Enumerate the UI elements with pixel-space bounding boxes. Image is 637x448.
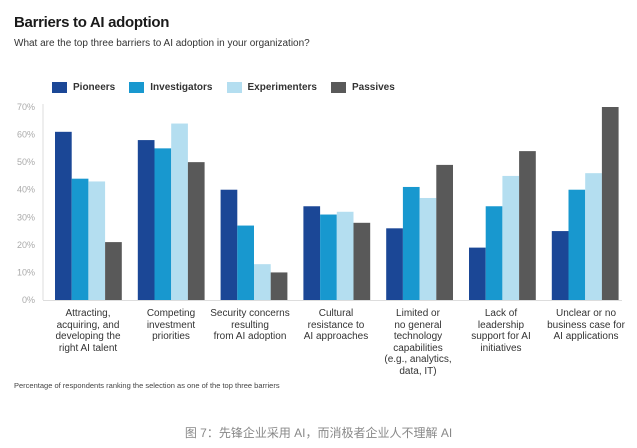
legend-label: Passives (351, 82, 395, 93)
bar-investigators (402, 186, 420, 300)
legend-item-passives: Passives (330, 82, 395, 93)
category-label: Cultural resistance to AI approaches (303, 308, 369, 342)
y-tick-label: 10% (17, 267, 35, 277)
y-tick-label: 60% (17, 130, 35, 140)
bar-experimenters (254, 264, 271, 300)
bar-investigators (320, 214, 337, 300)
y-tick-label: 40% (17, 185, 35, 195)
legend-label: Experimenters (247, 82, 317, 93)
chart-subtitle: What are the top three barriers to AI ad… (14, 38, 310, 49)
legend-label: Pioneers (73, 82, 116, 93)
y-tick-label: 30% (17, 212, 35, 222)
category-label: Lack of leadership support for AI initia… (471, 308, 531, 354)
bar-pioneers (551, 231, 569, 300)
chart-title: Barriers to AI adoption (14, 14, 170, 31)
bar-pioneers (386, 228, 403, 300)
bar-passives (187, 162, 205, 300)
legend-label: Investigators (150, 82, 213, 93)
legend-item-investigators: Investigators (129, 82, 213, 93)
bar-experimenters (502, 175, 520, 300)
figure-caption: 图 7：先锋企业采用 AI，而消极者企业人不理解 AI (184, 426, 453, 440)
bar-experimenters (419, 197, 437, 300)
y-tick-label: 0% (22, 295, 35, 305)
legend-swatch (129, 82, 145, 93)
bar-passives (519, 151, 536, 300)
bar-experimenters (585, 173, 602, 300)
bar-investigators (154, 148, 172, 300)
y-tick-label: 70% (17, 102, 35, 112)
category-label: Competing investment priorities (146, 308, 196, 342)
y-tick-label: 50% (17, 157, 35, 167)
bar-experimenters (88, 181, 106, 300)
bar-passives (601, 107, 619, 300)
bar-investigators (71, 178, 89, 300)
bar-pioneers (303, 206, 321, 300)
legend-swatch (52, 82, 67, 93)
legend-item-experimenters: Experimenters (226, 82, 317, 93)
footnote: Percentage of respondents ranking the se… (14, 381, 280, 390)
legend-item-pioneers: Pioneers (52, 82, 115, 93)
category-label: Limited or no general technology capabil… (384, 308, 452, 377)
bar-passives (105, 242, 122, 300)
category-label: Security concerns resulting from AI adop… (210, 308, 290, 342)
bar-passives (436, 164, 453, 300)
legend: Pioneers Investigators Experimenters Pas… (52, 82, 395, 93)
bar-investigators (485, 206, 503, 300)
bar-experimenters (336, 211, 354, 300)
bar-investigators (237, 225, 254, 300)
bar-pioneers (137, 140, 155, 300)
legend-swatch (226, 82, 242, 93)
category-label: Attracting, acquiring, and developing th… (55, 308, 121, 354)
legend-swatch (330, 82, 346, 93)
bar-passives (353, 222, 371, 300)
bar-investigators (568, 189, 586, 300)
bar-pioneers (55, 131, 72, 300)
bar-passives (270, 272, 288, 300)
category-label: Unclear or no business case for AI appli… (547, 308, 625, 342)
bar-pioneers (469, 247, 486, 300)
y-tick-label: 20% (17, 240, 35, 250)
bar-experimenters (171, 123, 188, 301)
bar-pioneers (220, 189, 238, 300)
